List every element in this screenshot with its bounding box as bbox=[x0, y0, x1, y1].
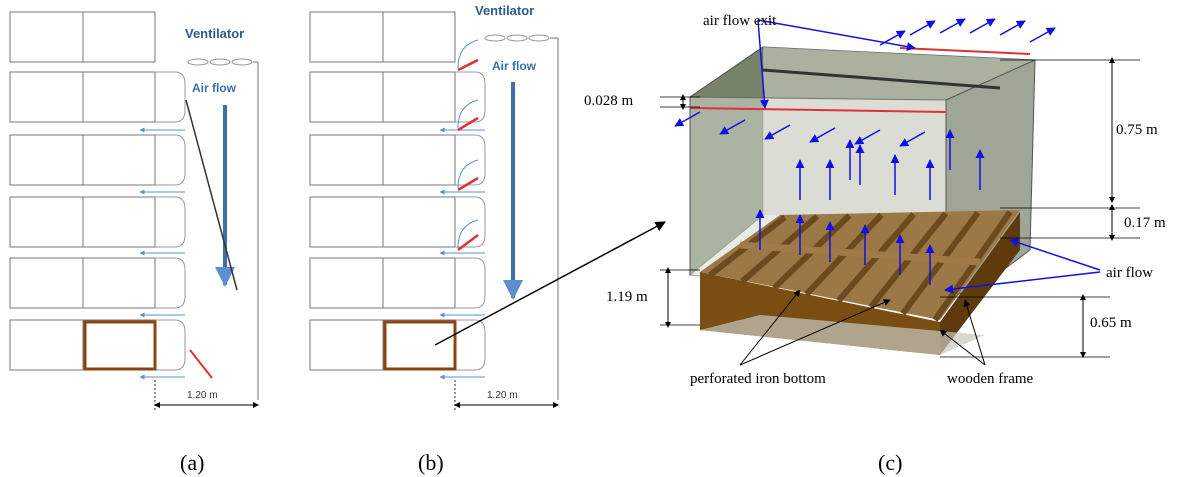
box-rounded-end bbox=[455, 71, 486, 123]
caption-c: (c) bbox=[878, 450, 902, 475]
selected-box bbox=[383, 320, 457, 371]
label-air-flow: air flow bbox=[1106, 265, 1153, 281]
curve-flow bbox=[457, 99, 479, 129]
exit-arrow bbox=[999, 20, 1026, 36]
exit-arrow bbox=[939, 18, 966, 34]
box-rounded-end bbox=[155, 71, 186, 123]
box-rounded-end bbox=[155, 319, 186, 371]
box-rounded-end bbox=[155, 196, 186, 248]
exit-arrow bbox=[674, 111, 701, 127]
exit-arrow bbox=[854, 129, 881, 145]
box-rounded-end bbox=[155, 134, 186, 186]
label-exit: air flow exit bbox=[703, 13, 777, 29]
fan bbox=[506, 34, 528, 42]
ventilator-label: Ventilator bbox=[185, 26, 244, 41]
cold-room-3d bbox=[660, 18, 1140, 366]
curve-flow bbox=[457, 39, 479, 69]
exit-slot bbox=[762, 68, 1001, 90]
fan bbox=[187, 58, 209, 66]
leader-line bbox=[739, 289, 801, 366]
fan bbox=[484, 34, 506, 42]
exit-slot-back bbox=[899, 47, 1031, 55]
exit-arrow bbox=[899, 131, 926, 147]
exit-arrow bbox=[809, 127, 836, 143]
red-flap bbox=[189, 349, 213, 379]
floor-shadow bbox=[700, 315, 985, 355]
box-rounded-end bbox=[455, 196, 486, 248]
leader-line bbox=[757, 19, 769, 109]
leader-line bbox=[939, 329, 986, 366]
divider-line bbox=[185, 99, 238, 291]
exit-arrow bbox=[969, 18, 996, 34]
box-rounded-end bbox=[455, 134, 486, 186]
leader-line bbox=[1009, 238, 1101, 271]
ventilator-label: Ventilator bbox=[475, 3, 534, 18]
leader-line bbox=[963, 299, 986, 366]
width-label: 1.20 m bbox=[487, 390, 518, 401]
box-rounded-end bbox=[455, 257, 486, 309]
slat bbox=[932, 210, 1013, 322]
air-flow-label: Air flow bbox=[492, 59, 537, 73]
exit-arrow bbox=[764, 124, 791, 140]
box-rounded-end bbox=[455, 319, 486, 371]
exit-arrow bbox=[909, 20, 936, 36]
red-flap bbox=[457, 234, 479, 251]
label-height-bottom: 0.65 m bbox=[1090, 315, 1132, 331]
red-flap bbox=[457, 176, 479, 192]
pallet-side bbox=[940, 212, 1020, 355]
label-height-top: 0.75 m bbox=[1116, 122, 1158, 138]
box-rounded-end bbox=[155, 257, 186, 309]
fan bbox=[209, 58, 231, 66]
air-flow-label: Air flow bbox=[192, 81, 237, 95]
selected-box bbox=[83, 320, 157, 371]
label-bottom: perforated iron bottom bbox=[690, 371, 826, 387]
slat bbox=[900, 210, 981, 316]
exit-arrow bbox=[1029, 27, 1056, 43]
fan bbox=[231, 58, 253, 66]
caption-b: (b) bbox=[418, 450, 444, 475]
pallet-top bbox=[700, 210, 1020, 320]
fan bbox=[528, 34, 550, 42]
label-height-left: 1.19 m bbox=[606, 289, 648, 305]
caption-a: (a) bbox=[180, 450, 204, 475]
curve-flow bbox=[457, 159, 479, 189]
red-flap bbox=[457, 58, 479, 72]
leader-line bbox=[757, 19, 916, 52]
label-frame: wooden frame bbox=[947, 371, 1034, 387]
zoom-arrow bbox=[434, 221, 666, 346]
red-flap bbox=[457, 116, 479, 132]
leader-line bbox=[739, 299, 891, 366]
label-height-mid: 0.17 m bbox=[1124, 215, 1166, 231]
width-label: 1.20 m bbox=[187, 390, 218, 401]
exit-arrow bbox=[719, 119, 746, 135]
cross-beam bbox=[739, 241, 981, 266]
label-gap: 0.028 m bbox=[584, 93, 634, 109]
curve-flow bbox=[457, 219, 479, 249]
exit-slot-front bbox=[689, 107, 947, 113]
leader-line bbox=[944, 271, 1101, 294]
